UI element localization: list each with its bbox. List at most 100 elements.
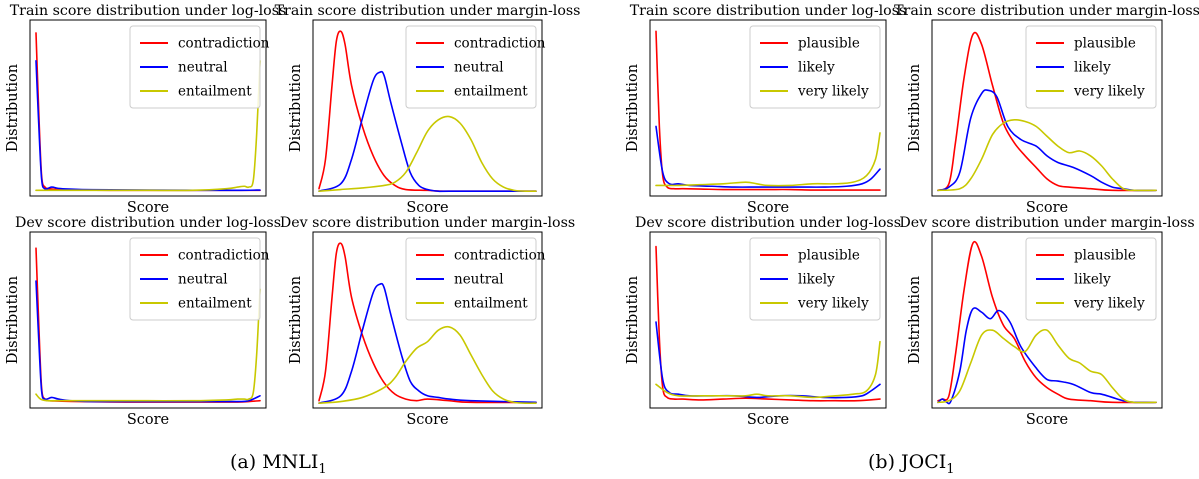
series-line-very-likely	[655, 132, 881, 187]
chart-joci-train-log: Train score distribution under log-loss D…	[625, 3, 906, 216]
legend-label: contradiction	[454, 36, 546, 52]
legend-box	[749, 237, 881, 321]
legend-label: likely	[798, 272, 835, 288]
legend-label: entailment	[454, 84, 528, 100]
legend-label: likely	[1074, 272, 1111, 288]
legend-box	[749, 25, 881, 109]
legend-label: likely	[798, 60, 835, 76]
legend-label: entailment	[454, 296, 528, 312]
legend: contradiction neutral entailment	[405, 25, 546, 109]
legend-label: very likely	[1073, 296, 1145, 312]
chart-joci-dev-log: Dev score distribution under log-loss Dis…	[625, 215, 901, 428]
legend-label: contradiction	[178, 248, 270, 264]
chart-title: Dev score distribution under margin-loss	[899, 215, 1194, 231]
legend: contradiction neutral entailment	[129, 25, 270, 109]
x-axis-label: Score	[1026, 412, 1068, 428]
series-line-entailment	[35, 60, 261, 192]
legend-label: likely	[1074, 60, 1111, 76]
chart-mnli-train-log: Train score distribution under log-loss D…	[5, 3, 286, 216]
legend: contradiction neutral entailment	[405, 237, 546, 321]
legend-box	[405, 237, 537, 321]
plot-frame	[312, 231, 543, 409]
y-axis-label: Distribution	[907, 64, 923, 152]
legend-label: entailment	[178, 296, 252, 312]
legend-box	[1025, 25, 1157, 109]
series-line-entailment	[318, 115, 537, 193]
series-line-very-likely	[655, 340, 881, 399]
legend-label: contradiction	[178, 36, 270, 52]
legend: plausible likely very likely	[749, 25, 881, 109]
legend-label: very likely	[797, 296, 869, 312]
x-axis-label: Score	[1026, 200, 1068, 216]
chart-mnli-dev-log: Dev score distribution under log-loss Dis…	[5, 215, 281, 428]
plot-frame	[649, 19, 887, 197]
series-line-very-likely	[937, 118, 1157, 192]
series-line-likely	[655, 321, 881, 399]
plot-frame	[29, 231, 267, 409]
legend-label: plausible	[798, 248, 860, 264]
chart-title: Train score distribution under log-loss	[630, 3, 907, 19]
series-line-likely	[655, 125, 881, 188]
chart-joci-dev-margin: Dev score distribution under margin-loss…	[899, 215, 1194, 428]
y-axis-label: Distribution	[625, 64, 641, 152]
legend-label: very likely	[1073, 84, 1145, 100]
legend-label: plausible	[798, 36, 860, 52]
caption-joci: (b) JOCI1	[868, 451, 955, 477]
series-line-contradiction	[318, 30, 537, 193]
legend-label: entailment	[178, 84, 252, 100]
series-line-likely	[937, 307, 1157, 405]
legend-label: neutral	[454, 60, 504, 76]
series-line-plausible	[655, 30, 881, 191]
chart-mnli-dev-margin: Dev score distribution under margin-loss…	[280, 215, 575, 428]
legend-label: contradiction	[454, 248, 546, 264]
y-axis-label: Distribution	[5, 276, 21, 364]
y-axis-label: Distribution	[907, 276, 923, 364]
chart-title: Dev score distribution under log-loss	[15, 215, 281, 231]
y-axis-label: Distribution	[288, 64, 304, 152]
chart-title: Dev score distribution under margin-loss	[280, 215, 575, 231]
chart-title: Train score distribution under margin-lo…	[275, 3, 581, 19]
chart-mnli-train-margin: Train score distribution under margin-lo…	[275, 3, 581, 216]
legend: contradiction neutral entailment	[129, 237, 270, 321]
series-line-very-likely	[937, 328, 1157, 404]
plot-frame	[931, 19, 1163, 197]
series-line-neutral	[318, 70, 537, 193]
legend-box	[405, 25, 537, 109]
chart-joci-train-margin: Train score distribution under margin-lo…	[894, 3, 1199, 216]
legend: plausible likely very likely	[1025, 237, 1157, 321]
x-axis-label: Score	[127, 412, 169, 428]
x-axis-label: Score	[127, 200, 169, 216]
series-line-neutral	[318, 282, 537, 404]
legend-label: plausible	[1074, 36, 1136, 52]
chart-title: Train score distribution under margin-lo…	[894, 3, 1199, 19]
series-line-plausible	[937, 240, 1157, 404]
series-line-entailment	[318, 325, 537, 405]
legend-label: neutral	[178, 60, 228, 76]
x-axis-label: Score	[747, 412, 789, 428]
plot-frame	[312, 19, 543, 197]
plot-frame	[649, 231, 887, 409]
plot-frame	[29, 19, 267, 197]
y-axis-label: Distribution	[5, 64, 21, 152]
legend-box	[1025, 237, 1157, 321]
legend-box	[129, 25, 261, 109]
chart-title: Train score distribution under log-loss	[10, 3, 287, 19]
plot-frame	[931, 231, 1163, 409]
x-axis-label: Score	[406, 200, 448, 216]
series-line-entailment	[35, 288, 261, 402]
legend-label: very likely	[797, 84, 869, 100]
legend-box	[129, 237, 261, 321]
legend: plausible likely very likely	[749, 237, 881, 321]
caption-mnli: (a) MNLI1	[230, 451, 327, 477]
legend-label: neutral	[178, 272, 228, 288]
y-axis-label: Distribution	[625, 276, 641, 364]
series-line-plausible	[937, 31, 1157, 192]
y-axis-label: Distribution	[288, 276, 304, 364]
legend-label: neutral	[454, 272, 504, 288]
legend: plausible likely very likely	[1025, 25, 1157, 109]
x-axis-label: Score	[747, 200, 789, 216]
x-axis-label: Score	[406, 412, 448, 428]
legend-label: plausible	[1074, 248, 1136, 264]
series-line-contradiction	[318, 242, 537, 404]
